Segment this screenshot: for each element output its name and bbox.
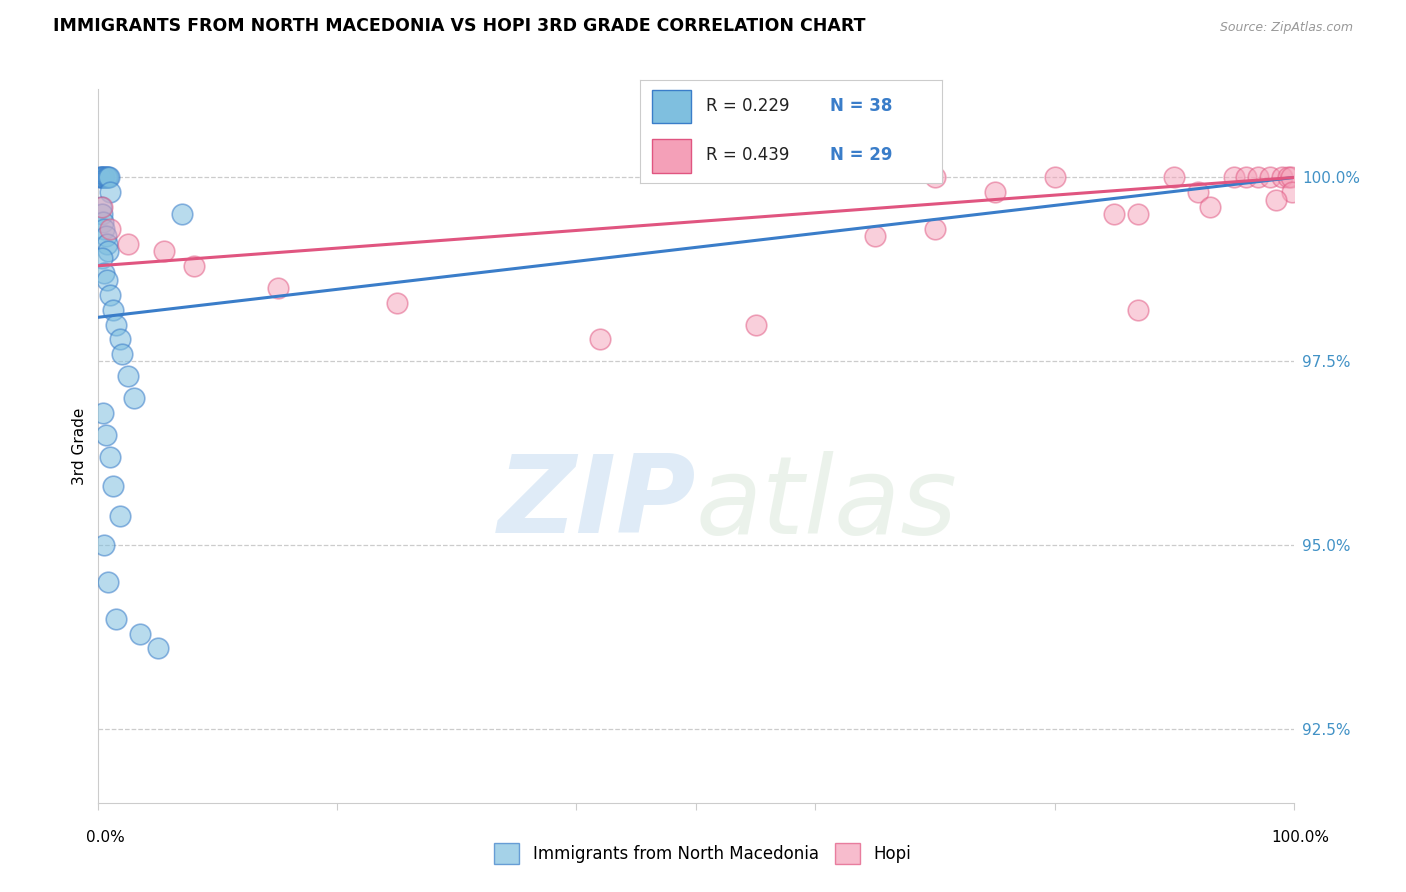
- Point: [124, 391, 146, 405]
- Point: [1128, 302, 1150, 317]
- Point: [90, 200, 112, 214]
- Point: [172, 207, 194, 221]
- Point: [1258, 170, 1281, 185]
- FancyBboxPatch shape: [652, 139, 692, 173]
- Point: [1187, 185, 1209, 199]
- Point: [98, 288, 122, 302]
- Point: [1264, 193, 1286, 207]
- Text: Source: ZipAtlas.com: Source: ZipAtlas.com: [1219, 21, 1353, 34]
- Point: [101, 479, 124, 493]
- Point: [1234, 170, 1257, 185]
- Point: [111, 347, 134, 361]
- Text: R = 0.229: R = 0.229: [706, 97, 790, 115]
- Point: [97, 244, 120, 258]
- Y-axis label: 3rd Grade: 3rd Grade: [72, 408, 87, 484]
- Point: [108, 332, 131, 346]
- Text: N = 38: N = 38: [830, 97, 893, 115]
- Point: [1043, 170, 1066, 185]
- Point: [91, 214, 114, 228]
- Point: [96, 170, 118, 185]
- Point: [98, 222, 122, 236]
- Point: [129, 626, 152, 640]
- Text: 0.0%: 0.0%: [86, 830, 125, 845]
- Point: [865, 229, 887, 244]
- Point: [108, 508, 131, 523]
- Point: [91, 252, 114, 266]
- Point: [90, 170, 112, 185]
- Point: [96, 236, 118, 251]
- Point: [924, 170, 946, 185]
- Point: [93, 266, 115, 280]
- Point: [93, 170, 115, 185]
- Point: [97, 575, 120, 590]
- Text: N = 29: N = 29: [830, 146, 893, 164]
- Point: [105, 612, 128, 626]
- Text: atlas: atlas: [696, 450, 957, 556]
- Point: [153, 244, 176, 258]
- Point: [1279, 170, 1302, 185]
- Point: [105, 318, 128, 332]
- Point: [924, 222, 946, 236]
- Point: [93, 538, 115, 552]
- Point: [1128, 207, 1150, 221]
- Point: [745, 318, 768, 332]
- Point: [94, 428, 117, 442]
- Point: [385, 295, 409, 310]
- Text: ZIP: ZIP: [498, 450, 696, 556]
- Point: [98, 170, 121, 185]
- Point: [1281, 185, 1303, 199]
- Point: [1199, 200, 1222, 214]
- Point: [267, 281, 290, 295]
- Point: [96, 273, 118, 287]
- Point: [183, 259, 205, 273]
- Point: [91, 200, 114, 214]
- Point: [91, 207, 114, 221]
- Point: [98, 185, 122, 199]
- Text: 100.0%: 100.0%: [1271, 830, 1330, 845]
- Point: [1247, 170, 1270, 185]
- Point: [1277, 170, 1299, 185]
- Point: [117, 369, 139, 384]
- Point: [91, 406, 114, 420]
- Point: [97, 170, 120, 185]
- Point: [148, 641, 170, 656]
- Point: [117, 236, 139, 251]
- Point: [89, 170, 111, 185]
- Point: [91, 170, 114, 185]
- FancyBboxPatch shape: [652, 89, 692, 123]
- Point: [94, 170, 117, 185]
- Text: IMMIGRANTS FROM NORTH MACEDONIA VS HOPI 3RD GRADE CORRELATION CHART: IMMIGRANTS FROM NORTH MACEDONIA VS HOPI …: [53, 17, 866, 35]
- Point: [1163, 170, 1185, 185]
- Point: [93, 222, 115, 236]
- Point: [94, 229, 117, 244]
- Point: [91, 170, 114, 185]
- Point: [1223, 170, 1246, 185]
- Point: [101, 302, 124, 317]
- Point: [1104, 207, 1126, 221]
- Legend: Immigrants from North Macedonia, Hopi: Immigrants from North Macedonia, Hopi: [488, 837, 918, 871]
- Text: R = 0.439: R = 0.439: [706, 146, 790, 164]
- Point: [984, 185, 1007, 199]
- Point: [589, 332, 612, 346]
- Point: [98, 450, 122, 464]
- Point: [1271, 170, 1294, 185]
